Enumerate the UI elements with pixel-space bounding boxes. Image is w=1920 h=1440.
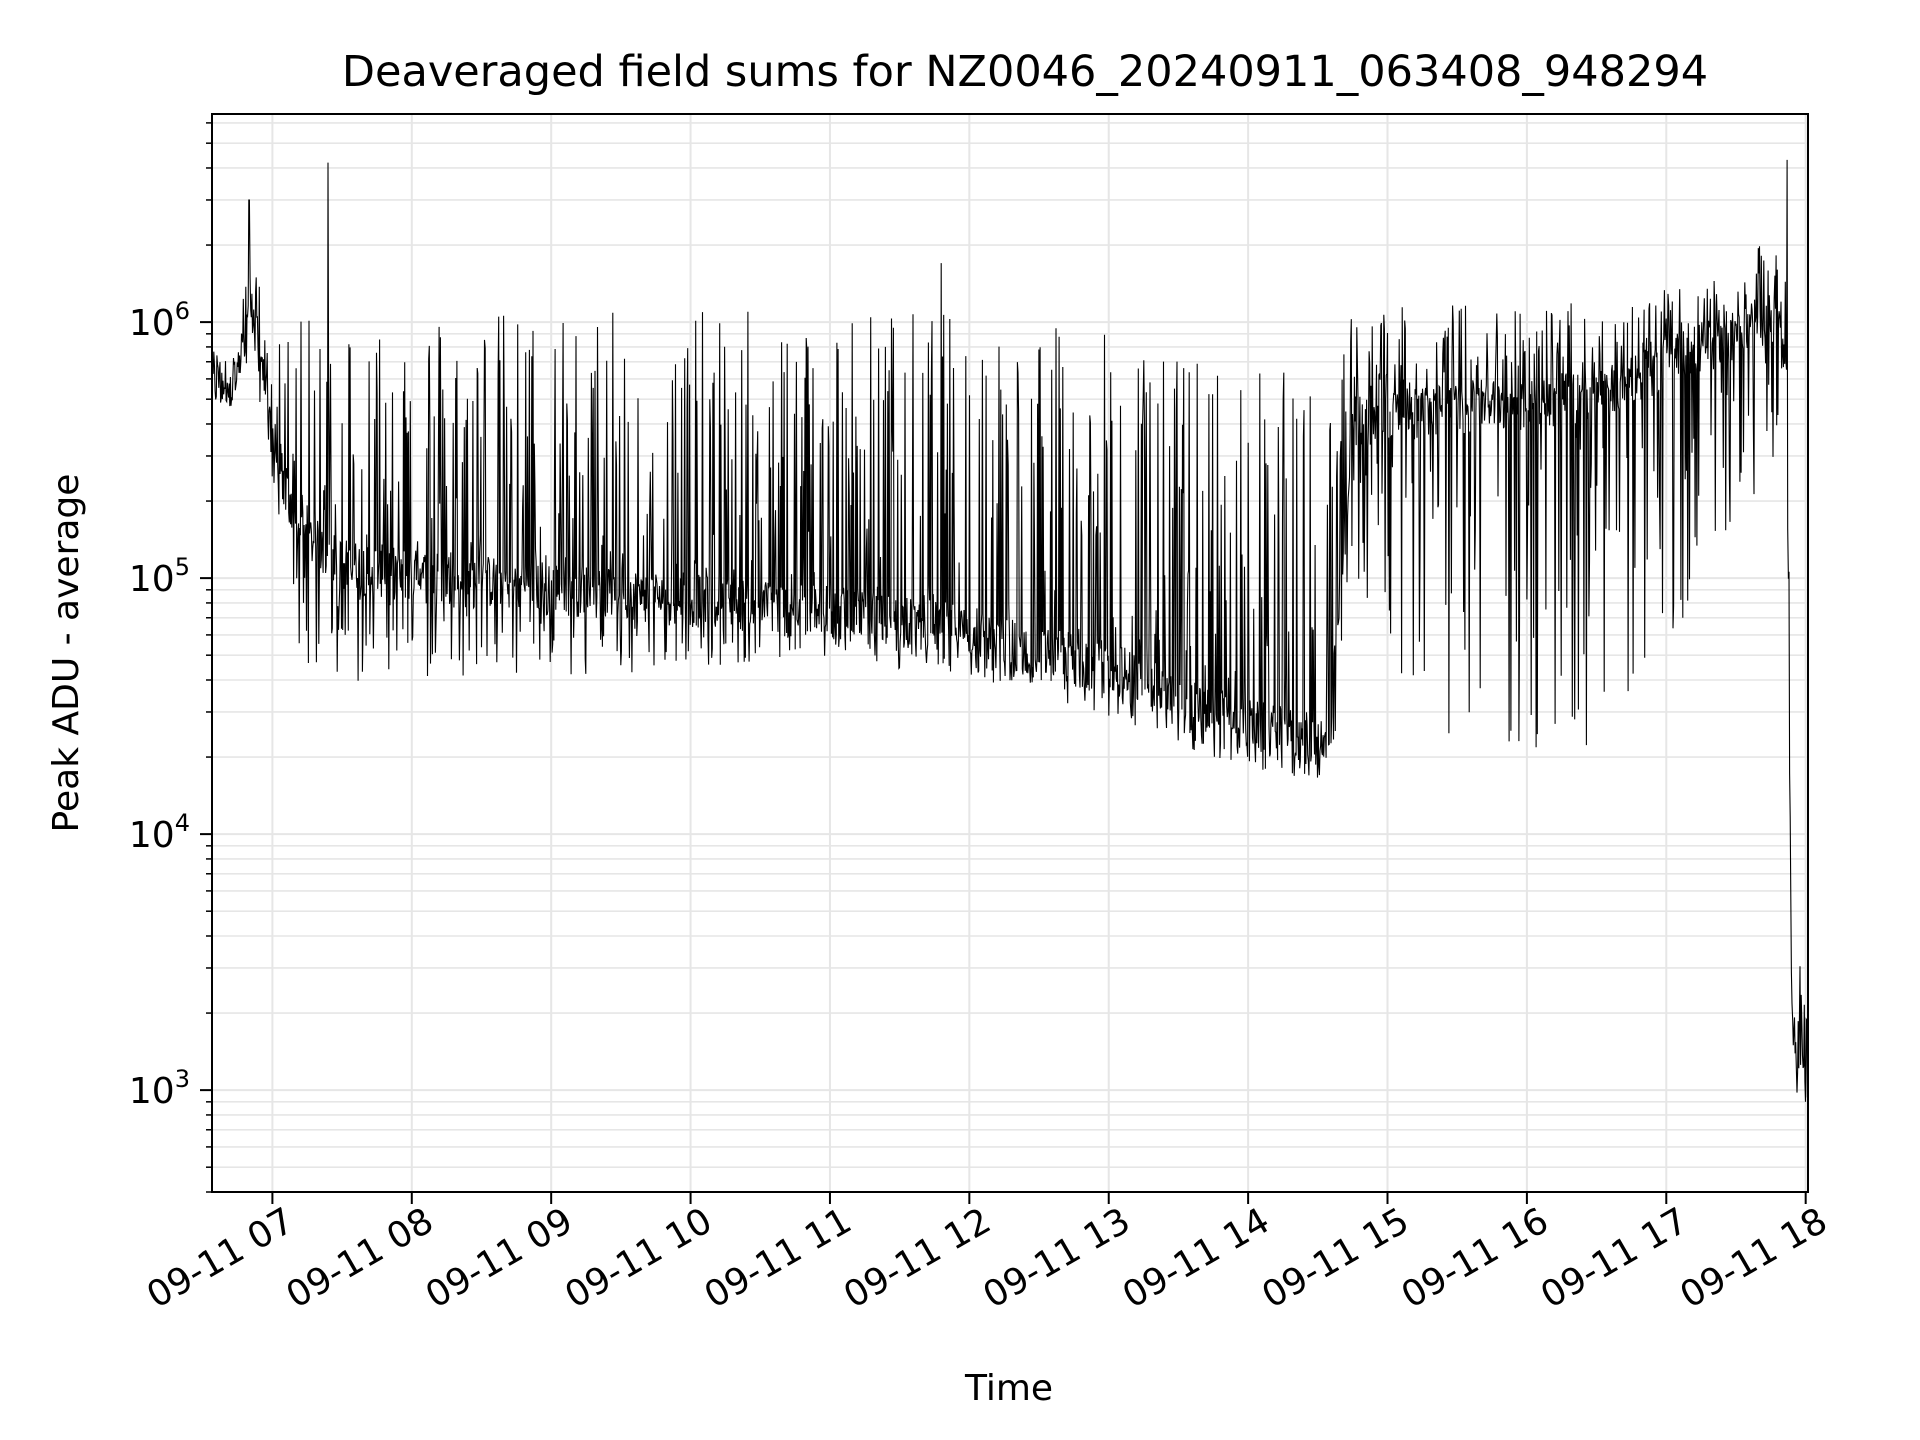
x-axis-label: Time (964, 1368, 1053, 1409)
x-tick-label: 09-11 07 (140, 1200, 301, 1316)
x-tick-label: 09-11 16 (1395, 1200, 1556, 1316)
x-tick-label: 09-11 14 (1116, 1200, 1277, 1316)
y-tick-label: 106 (129, 297, 190, 344)
x-tick-label: 09-11 13 (977, 1200, 1138, 1316)
x-tick-label: 09-11 18 (1674, 1200, 1835, 1316)
x-tick-label: 09-11 15 (1255, 1200, 1416, 1316)
y-axis: 103 104 105 106 (129, 122, 212, 1193)
y-tick-label: 104 (129, 809, 190, 856)
x-tick-label: 09-11 17 (1534, 1200, 1695, 1316)
x-tick-label: 09-11 11 (698, 1200, 859, 1316)
y-tick-label: 105 (129, 553, 190, 600)
chart-title: Deaveraged field sums for NZ0046_2024091… (342, 47, 1708, 97)
y-tick-label: 103 (129, 1065, 190, 1112)
series-line (211, 159, 1809, 1102)
y-axis-label: Peak ADU - average (46, 474, 87, 833)
x-tick-label: 09-11 08 (280, 1200, 441, 1316)
x-tick-label: 09-11 10 (558, 1200, 719, 1316)
x-tick-label: 09-11 09 (419, 1200, 580, 1316)
x-tick-label: 09-11 12 (837, 1200, 998, 1316)
plot-area-frame (211, 113, 1809, 1193)
